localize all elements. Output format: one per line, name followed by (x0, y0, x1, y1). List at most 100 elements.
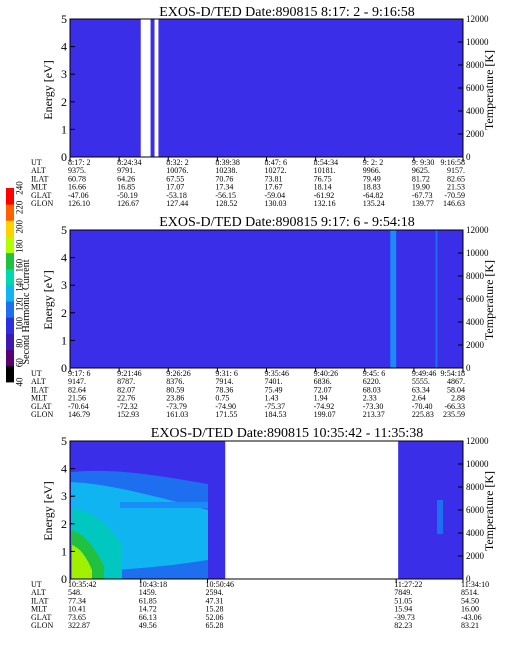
orbit-cell: 5555. (412, 377, 430, 386)
orbit-cell: -50.19 (117, 191, 138, 200)
orbit-cell: -59.04 (265, 191, 286, 200)
orbit-cell: 60.78 (68, 174, 86, 183)
colorbar-block (6, 301, 14, 318)
orbit-cell: 127.44 (166, 199, 188, 208)
panel-3-temperature-ticks: 0 2000 4000 6000 8000 10000 12000 (458, 436, 489, 584)
orbit-cell: 17.34 (215, 183, 233, 192)
panel-2-energy-label: Energy [eV] (41, 270, 55, 329)
panel-2-marks (390, 230, 438, 368)
orbit-cell: 9625. (412, 166, 430, 175)
colorbar-block (6, 252, 14, 270)
orbit-cell: 65.28 (206, 621, 224, 630)
orbit-cell: 2594. (206, 588, 224, 597)
orbit-cell: 1.43 (265, 394, 279, 403)
orbit-cell: 76.75 (314, 174, 332, 183)
temperature-tick-label: 2000 (466, 340, 485, 350)
colorbar-tick-label: 40 (14, 377, 24, 387)
energy-tick-label: 2 (61, 95, 67, 109)
colorbar-blocks (6, 188, 14, 383)
orbit-cell: 23.86 (166, 394, 184, 403)
colorbar-block (6, 285, 14, 302)
orbit-cell: 128.52 (215, 199, 237, 208)
flux-streak (435, 230, 438, 368)
orbit-cell: -75.37 (265, 402, 286, 411)
orbit-cell: 11:27:22 (394, 580, 422, 589)
orbit-cell: 146.79 (68, 410, 90, 419)
orbit-cell: 19.90 (412, 183, 430, 192)
orbit-cell: 548. (68, 588, 82, 597)
orbit-cell: 18.14 (314, 183, 332, 192)
orbit-cell: -67.73 (412, 191, 433, 200)
temperature-tick-label: 10000 (466, 459, 489, 469)
orbit-cell: 2.33 (363, 394, 377, 403)
orbit-cell: 9:54:18 (441, 369, 465, 378)
orbit-cell: 8:24:34 (117, 158, 141, 167)
panel-3-energy-ticks: 0 1 2 3 4 5 (61, 434, 75, 586)
orbit-row-label: UT (31, 580, 42, 589)
orbit-cell: -70.64 (68, 402, 89, 411)
orbit-cell: 54.50 (461, 596, 479, 605)
energy-tick-label: 1 (61, 544, 67, 558)
orbit-cell: 6836. (314, 377, 332, 386)
orbit-cell: 8514. (461, 588, 479, 597)
energy-tick-label: 2 (61, 306, 67, 320)
energy-tick-label: 0 (61, 361, 67, 375)
energy-tick-label: 3 (61, 278, 67, 292)
orbit-cell: 52.06 (206, 613, 224, 622)
orbit-row-label: GLAT (31, 613, 52, 622)
orbit-cell: 2.64 (412, 394, 426, 403)
orbit-cell: 77.34 (68, 596, 86, 605)
orbit-cell: 161.03 (166, 410, 188, 419)
orbit-cell: 78.36 (215, 385, 233, 394)
orbit-cell: 66.13 (139, 613, 157, 622)
orbit-row-label: ILAT (31, 174, 48, 183)
panel-3: EXOS-D/TED Date:890815 10:35:42 - 11:35:… (31, 426, 496, 630)
temperature-tick-label: 6000 (466, 83, 485, 93)
orbit-cell: 81.72 (412, 174, 430, 183)
orbit-cell: 322.87 (68, 621, 90, 630)
orbit-cell: 11:34:10 (461, 580, 489, 589)
colorbar-block (6, 188, 14, 205)
orbit-cell: 63.34 (412, 385, 430, 394)
flux-region-max (72, 545, 92, 579)
orbit-cell: 9:35:46 (265, 369, 289, 378)
orbit-row-label: ILAT (31, 596, 48, 605)
energy-tick-label: 5 (61, 434, 67, 448)
colorbar: 40 60 80 100 120 140 160 180 200 220 240 Second Ha… (6, 181, 32, 387)
orbit-row-label: MLT (31, 394, 47, 403)
colorbar-block (6, 333, 14, 351)
orbit-row-label: GLON (31, 410, 53, 419)
panel-2-title: EXOS-D/TED Date:890815 9:17: 6 - 9:54:18 (159, 215, 414, 230)
orbit-cell: -66.33 (444, 402, 465, 411)
orbit-cell: -74.90 (215, 402, 236, 411)
orbit-cell: 9:45: 6 (363, 369, 385, 378)
orbit-cell: 15.94 (394, 605, 412, 614)
orbit-cell: 8:32: 2 (166, 158, 188, 167)
temperature-tick-label: 8000 (466, 271, 485, 281)
orbit-cell: 8:47: 6 (265, 158, 287, 167)
orbit-cell: 139.77 (412, 199, 434, 208)
panel-3-title: EXOS-D/TED Date:890815 10:35:42 - 11:35:… (151, 426, 423, 441)
orbit-cell: 67.55 (166, 174, 184, 183)
flux-streak (390, 230, 397, 368)
orbit-cell: 82.64 (68, 385, 86, 394)
orbit-cell: 17.67 (265, 183, 283, 192)
panel-2: EXOS-D/TED Date:890815 9:17: 6 - 9:54:18… (31, 215, 496, 419)
panel-3-marks (225, 441, 399, 579)
colorbar-tick-label: 220 (14, 200, 24, 214)
orbit-row-label: GLAT (31, 191, 52, 200)
orbit-cell: 51.05 (394, 596, 412, 605)
orbit-cell: -53.18 (166, 191, 187, 200)
temperature-tick-label: 2000 (466, 551, 485, 561)
orbit-cell: -61.92 (314, 191, 335, 200)
colorbar-block (6, 220, 14, 237)
orbit-cell: 1459. (139, 588, 157, 597)
colorbar-tick-label: 120 (14, 297, 24, 311)
temperature-tick-label: 6000 (466, 505, 485, 515)
orbit-cell: 2.88 (451, 394, 465, 403)
orbit-cell: 8787. (117, 377, 135, 386)
orbit-cell: 8:54:34 (314, 158, 338, 167)
orbit-cell: 9:49:46 (412, 369, 436, 378)
orbit-cell: 10272. (265, 166, 287, 175)
